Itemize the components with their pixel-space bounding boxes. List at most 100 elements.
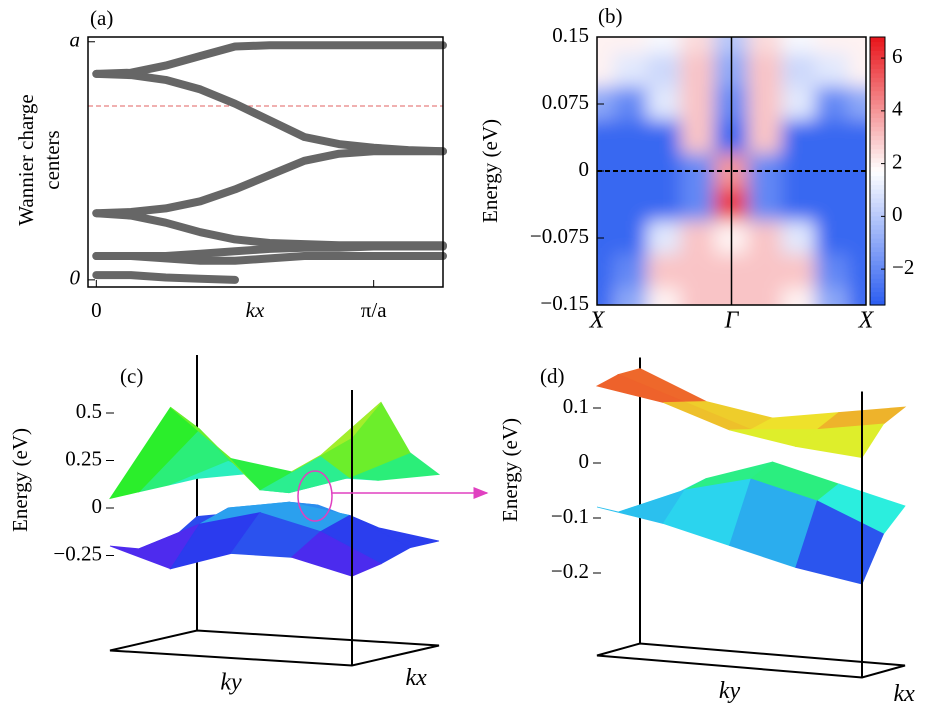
x-tick-label: X	[858, 308, 875, 334]
heatmap-cell	[646, 120, 682, 155]
heatmap-cell	[613, 120, 648, 155]
z-tick-label: 0.1	[563, 394, 589, 418]
highlight-ellipse	[297, 470, 333, 522]
colorbar-step	[870, 86, 885, 92]
heatmap-cell	[747, 53, 783, 88]
heatmap-cell	[848, 187, 866, 222]
heatmap-cell	[781, 254, 817, 289]
colorbar-step	[870, 202, 885, 208]
colorbar-step	[870, 54, 885, 60]
heatmap-cell	[646, 220, 682, 256]
colorbar-step	[870, 273, 885, 279]
heatmap-cell	[848, 220, 866, 256]
colorbar-step	[870, 37, 885, 43]
heatmap-cell	[613, 287, 648, 305]
heatmap-cell	[646, 37, 682, 55]
heatmap-cell	[747, 120, 783, 155]
y-axis-label: Wannier charge	[14, 94, 38, 225]
heatmap-cell	[815, 37, 850, 55]
heatmap-cell	[646, 53, 682, 88]
heatmap-cell	[680, 37, 716, 55]
colorbar-step	[870, 139, 885, 145]
heatmap-cell	[680, 287, 716, 305]
z-tick-label: 0.5	[76, 399, 102, 423]
colorbar-step	[870, 117, 885, 123]
heatmap-cell	[680, 120, 716, 155]
heatmap-cell	[848, 53, 866, 88]
colorbar-frame	[869, 36, 886, 306]
heatmap-cell	[815, 254, 850, 289]
panel-label: (c)	[120, 364, 143, 388]
heatmap-cell	[613, 254, 648, 289]
colorbar-step	[870, 224, 885, 230]
wcc-curve	[92, 41, 447, 78]
colorbar-step	[870, 251, 885, 257]
heatmap-cell	[747, 37, 783, 55]
y-axis-label: centers	[40, 130, 64, 189]
colorbar-step	[870, 153, 885, 159]
heatmap-cell	[597, 254, 615, 289]
colorbar-step	[870, 90, 885, 96]
heatmap-cell	[848, 120, 866, 155]
colorbar-step	[870, 99, 885, 105]
colorbar-step	[870, 77, 885, 83]
heatmap-cell	[815, 287, 850, 305]
colorbar-step	[870, 68, 885, 74]
colorbar-step	[870, 148, 885, 154]
colorbar-step	[870, 296, 885, 302]
z-tick-label: 0	[579, 449, 590, 473]
panel-label: (d)	[540, 364, 565, 388]
colorbar-step	[870, 41, 885, 47]
colorbar-step	[870, 246, 885, 252]
heatmap-cell	[613, 53, 648, 88]
heatmap-cell	[781, 287, 817, 305]
colorbar-tick-label: 4	[892, 97, 903, 121]
x-axis-label: ky	[220, 670, 242, 696]
heatmap-cell	[613, 187, 648, 222]
heatmap-cell	[680, 254, 716, 289]
colorbar-step	[870, 238, 885, 244]
colorbar-step	[870, 291, 885, 297]
heatmap-cell	[815, 220, 850, 256]
colorbar-step	[870, 233, 885, 239]
colorbar-step	[870, 45, 885, 51]
wcc-curve	[92, 209, 447, 250]
heatmap-cell	[781, 120, 817, 155]
heatmap-cell	[597, 120, 615, 155]
y-tick-label: 0	[579, 157, 590, 181]
surface-patch	[290, 531, 382, 577]
colorbar-step	[870, 166, 885, 172]
colorbar-step	[870, 175, 885, 181]
wcc-curve	[92, 147, 447, 218]
heatmap-cell	[646, 187, 682, 222]
surface-patch	[291, 401, 382, 473]
colorbar-step	[870, 300, 885, 306]
y-axis-label: Energy (eV)	[478, 119, 502, 223]
colorbar-step	[870, 121, 885, 127]
x-tick-label: π/a	[361, 298, 387, 322]
heatmap-cell	[597, 220, 615, 256]
wcc-curve	[92, 69, 447, 156]
heatmap-cell	[597, 86, 615, 122]
colorbar-step	[870, 95, 885, 101]
heatmap-cell	[747, 254, 783, 289]
plot-frame	[87, 36, 444, 288]
x-tick-label: Γ	[724, 308, 740, 334]
y-axis-label: kx	[894, 681, 916, 707]
colorbar-step	[870, 157, 885, 163]
colorbar-step	[870, 126, 885, 132]
x-tick-label: 0	[91, 298, 102, 322]
heatmap-cell	[597, 287, 615, 305]
colorbar-step	[870, 135, 885, 141]
heatmap-cell	[747, 86, 783, 122]
heatmap-cell	[613, 37, 648, 55]
colorbar-step	[870, 50, 885, 56]
heatmap-cell	[597, 53, 615, 88]
z-axis-label: Energy (eV)	[8, 428, 32, 532]
colorbar-step	[870, 108, 885, 114]
wcc-curve	[92, 252, 447, 265]
y-tick-label: −0.15	[540, 291, 589, 315]
colorbar-step	[870, 242, 885, 248]
colorbar-step	[870, 72, 885, 78]
heatmap-cell	[597, 37, 615, 55]
